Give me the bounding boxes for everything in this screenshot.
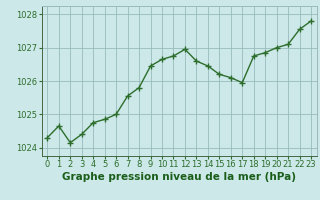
X-axis label: Graphe pression niveau de la mer (hPa): Graphe pression niveau de la mer (hPa) — [62, 172, 296, 182]
